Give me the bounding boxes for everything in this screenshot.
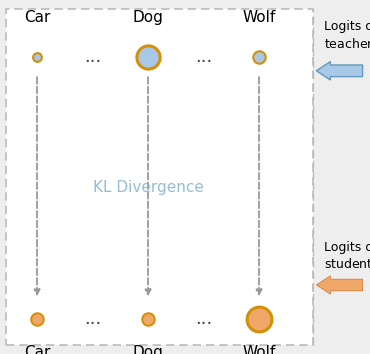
- Text: ...: ...: [84, 310, 101, 327]
- Text: student $\mathcal{S}$: student $\mathcal{S}$: [324, 257, 370, 271]
- Text: Dog: Dog: [132, 10, 164, 25]
- FancyBboxPatch shape: [6, 9, 313, 345]
- Point: [34, 54, 40, 59]
- Text: ...: ...: [195, 48, 212, 65]
- Text: Dog: Dog: [132, 345, 164, 354]
- Point: [145, 54, 151, 59]
- Text: Car: Car: [24, 345, 50, 354]
- Text: KL Divergence: KL Divergence: [92, 180, 204, 195]
- Point: [256, 54, 262, 59]
- Text: ...: ...: [84, 48, 101, 65]
- Text: Wolf: Wolf: [242, 10, 276, 25]
- Text: Logits of: Logits of: [324, 20, 370, 33]
- Text: Car: Car: [24, 10, 50, 25]
- FancyArrow shape: [316, 276, 363, 294]
- Point: [145, 316, 151, 321]
- Point: [34, 316, 40, 321]
- Point: [256, 316, 262, 321]
- Text: Wolf: Wolf: [242, 345, 276, 354]
- FancyArrow shape: [316, 62, 363, 80]
- Text: ...: ...: [195, 310, 212, 327]
- Text: teacher $\mathcal{T}$: teacher $\mathcal{T}$: [324, 37, 370, 51]
- Text: Logits of: Logits of: [324, 241, 370, 254]
